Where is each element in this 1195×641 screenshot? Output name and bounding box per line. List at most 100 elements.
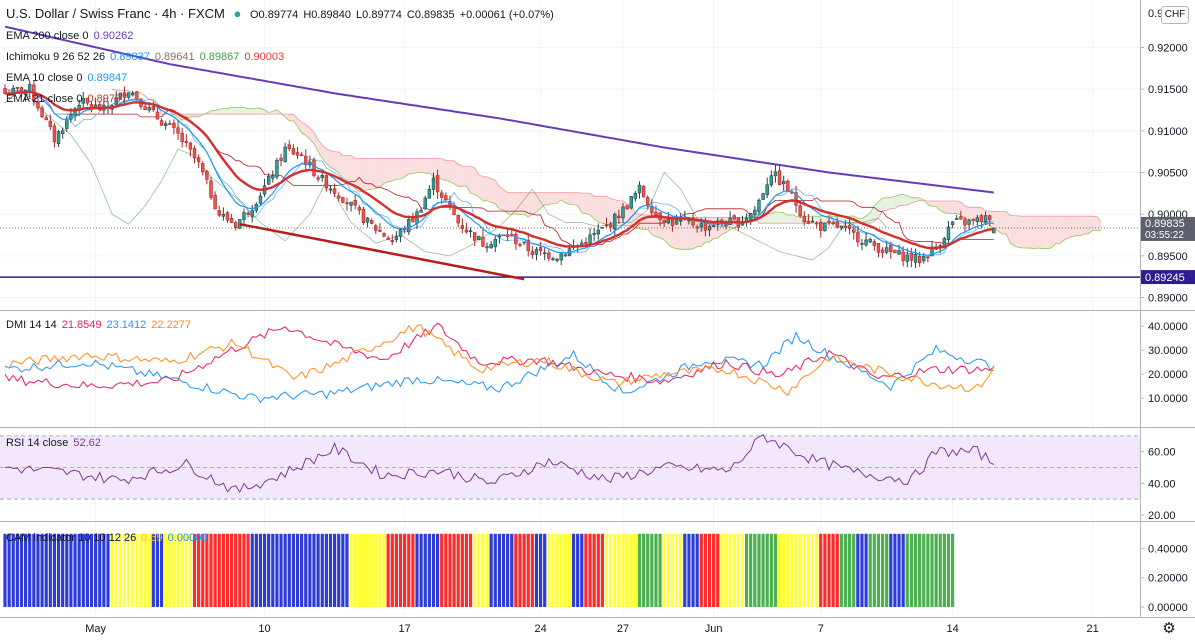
candle-body	[407, 219, 411, 233]
cam-bar	[798, 533, 802, 607]
candle-body	[670, 218, 675, 226]
kumo-segment	[289, 114, 294, 121]
kumo-segment	[231, 107, 236, 115]
ichimoku-span-b	[112, 88, 1102, 224]
currency-button[interactable]: CHF	[1161, 6, 1189, 24]
ema200-value: 0.90262	[93, 30, 134, 42]
dmi-legend[interactable]: DMI 14 14 21.8549 23.1412 22.2277	[6, 318, 196, 332]
candle-body	[151, 106, 156, 111]
ema200-legend[interactable]: EMA 200 close 0 0.90262	[6, 29, 138, 43]
cam-bar	[576, 533, 580, 607]
kumo-segment	[890, 196, 895, 209]
cam-bar	[802, 533, 806, 607]
cam-bar	[275, 533, 279, 607]
kumo-segment	[235, 107, 240, 115]
cam-bar	[365, 533, 370, 607]
candle-body	[369, 220, 374, 224]
kumo-segment	[487, 176, 492, 203]
kumo-segment	[334, 151, 339, 173]
kumo-segment	[581, 193, 586, 214]
candle-body	[295, 152, 300, 156]
kumo-segment	[1010, 215, 1015, 247]
cam-bar	[94, 533, 98, 607]
time-tick-label: 17	[399, 623, 411, 635]
candle-body	[802, 215, 806, 223]
cam-bar	[740, 533, 745, 607]
ema10-label: EMA 10 close 0	[6, 72, 83, 84]
candle-body	[291, 148, 296, 155]
cam-bar	[724, 533, 728, 607]
ema21-label: EMA 21 close 0	[6, 93, 83, 105]
candle-body	[394, 235, 399, 241]
candle-body	[225, 212, 230, 221]
cam-bar	[370, 533, 374, 607]
ichimoku-legend[interactable]: Ichimoku 9 26 52 26 0.89837 0.89641 0.89867…	[6, 50, 289, 64]
cam-bar	[650, 533, 654, 607]
cam-bar	[333, 533, 337, 607]
candle-body	[987, 215, 992, 220]
candle-body	[221, 213, 226, 217]
cam-bar	[786, 533, 790, 607]
candle-body	[852, 229, 856, 233]
cam-bar	[304, 533, 308, 607]
cam-bar	[885, 533, 889, 607]
rsi-legend[interactable]: RSI 14 close 52.62	[6, 436, 106, 450]
kumo-segment	[318, 140, 323, 159]
kumo-segment	[590, 193, 595, 220]
cam-bar	[621, 533, 625, 607]
candle-body	[584, 242, 588, 245]
candle-body	[242, 212, 246, 221]
cam-bar	[815, 533, 819, 607]
cam-value-1: 0.00000	[167, 532, 208, 544]
cam-bar	[518, 533, 522, 607]
cam-bar	[32, 533, 36, 607]
candle-body	[320, 175, 324, 178]
cam-bar	[543, 533, 547, 607]
kumo-segment	[907, 195, 912, 206]
cam-bar	[712, 533, 716, 607]
kumo-segment	[894, 194, 900, 209]
cam-legend[interactable]: CAM indicator 10 10 12 26 0.59 0.00000	[6, 531, 212, 545]
candle-body	[835, 221, 839, 228]
kumo-segment	[936, 201, 941, 211]
cam-bar	[98, 533, 102, 607]
price-tick-label: 0.91500	[1148, 84, 1188, 96]
candle-body	[246, 212, 250, 215]
candle-body	[48, 120, 53, 127]
time-tick-label: 10	[258, 623, 270, 635]
ema200-label: EMA 200 close 0	[6, 30, 89, 42]
kumo-segment	[248, 108, 253, 115]
cam-bar	[909, 533, 913, 607]
kumo-segment	[874, 201, 879, 222]
cam-bar	[398, 533, 403, 607]
cam-bar	[938, 533, 942, 607]
kumo-segment	[787, 214, 792, 224]
cam-bar	[312, 533, 316, 607]
cam-bar	[843, 533, 848, 607]
candle-body	[814, 222, 819, 225]
kumo-segment	[458, 164, 463, 187]
cam-bar	[695, 533, 699, 607]
candle-body	[827, 220, 831, 223]
kumo-segment	[878, 197, 883, 218]
ema10-legend[interactable]: EMA 10 close 0 0.89847	[6, 71, 132, 85]
kumo-segment	[392, 158, 397, 181]
candle-body	[646, 197, 650, 206]
kumo-segment	[441, 158, 446, 181]
kumo-segment	[239, 107, 244, 115]
kumo-segment	[243, 107, 249, 115]
cam-bar	[3, 533, 7, 607]
cam-bar	[732, 533, 736, 607]
kumo-segment	[223, 108, 228, 115]
kumo-segment	[367, 158, 372, 190]
candle-body	[674, 219, 679, 225]
cam-bar	[316, 533, 320, 607]
ema10-value: 0.89847	[87, 72, 128, 84]
gear-icon[interactable]: ⚙	[1162, 620, 1176, 637]
candle-body	[917, 255, 922, 264]
cam-bar	[905, 533, 909, 607]
kumo-segment	[771, 211, 776, 224]
candle-body	[213, 194, 217, 210]
cam-bar	[378, 533, 382, 607]
ema21-legend[interactable]: EMA 21 close 0 0.89797	[6, 92, 132, 106]
